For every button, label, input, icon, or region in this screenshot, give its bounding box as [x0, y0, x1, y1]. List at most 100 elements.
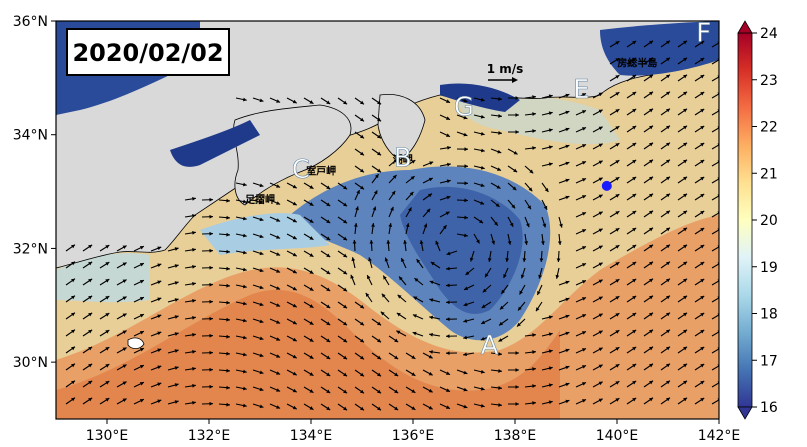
vector-head [343, 372, 348, 377]
vector-head [343, 304, 348, 309]
vector-head [683, 210, 688, 215]
vector-head [480, 131, 485, 136]
vector-shaft [711, 280, 719, 286]
vector-head [326, 202, 331, 206]
vector-head [343, 219, 348, 224]
vector-head [209, 384, 213, 389]
vector-head [309, 219, 314, 223]
colorbar-extend-bottom [737, 406, 753, 420]
date-title: 2020/02/02 [72, 39, 223, 67]
vector-head [373, 190, 378, 195]
vector-head [391, 190, 396, 195]
vector-head [700, 245, 705, 249]
vector-head [598, 177, 603, 182]
vector-head [446, 317, 450, 322]
vector-head [276, 371, 281, 375]
vector-head [276, 218, 281, 222]
vector-head [226, 249, 230, 254]
vector-head [309, 389, 314, 393]
vector-head [463, 319, 468, 323]
vector-head [174, 281, 179, 285]
vector-head [430, 261, 435, 266]
vector-head [532, 129, 536, 133]
vector-head [192, 298, 196, 303]
vector-shaft [711, 195, 719, 201]
vector-head [259, 268, 264, 273]
vector-head [464, 147, 468, 152]
vector-head [666, 295, 671, 300]
vector-head [649, 312, 654, 317]
vector-head [632, 176, 637, 181]
vector-head [522, 258, 527, 262]
vector-head [539, 258, 544, 262]
vector-head [360, 372, 365, 377]
vector-head [511, 204, 516, 209]
vector-head [615, 296, 620, 300]
vector-head [529, 169, 534, 174]
vector-head [326, 321, 331, 325]
vector-head [259, 404, 264, 409]
vector-head [326, 270, 331, 274]
vector-head [464, 164, 468, 169]
vector-head [71, 261, 76, 266]
vector-head [259, 285, 264, 290]
vector-head [393, 158, 398, 163]
vector-head [464, 181, 468, 186]
x-tick-label: 134°E [290, 428, 333, 444]
vector-head [242, 369, 247, 374]
vector-head [292, 218, 297, 223]
vector-head [343, 389, 348, 394]
vector-head [582, 365, 587, 369]
vector-head [498, 386, 502, 390]
vector-head [515, 385, 519, 389]
vector-head [463, 335, 468, 340]
vector-head [598, 313, 603, 318]
vector-head [122, 262, 127, 266]
vector-head [544, 187, 549, 192]
vector-head [276, 184, 281, 188]
vector-head [683, 363, 688, 368]
vector-head [513, 150, 518, 155]
vector-head [381, 293, 386, 298]
colorbar-body [737, 32, 753, 408]
vector-head [666, 210, 671, 215]
vector-shaft [711, 314, 719, 320]
vector-head [326, 355, 331, 359]
vector-head [498, 352, 502, 356]
vector-head [632, 295, 637, 300]
vector-shaft [711, 59, 719, 65]
vector-head [88, 244, 93, 249]
vector-head [411, 406, 416, 410]
vector-head [226, 334, 230, 339]
vector-head [632, 40, 637, 45]
vector-head [360, 338, 365, 343]
vector-head [481, 320, 486, 325]
vector-head [259, 98, 264, 103]
vector-head [497, 149, 502, 154]
vector-head [497, 167, 502, 171]
vector-head [446, 300, 450, 305]
vector-head [408, 207, 412, 212]
vector-head [343, 270, 348, 275]
vector-head [360, 321, 365, 326]
vector-head [548, 332, 553, 337]
vector-head [71, 244, 76, 249]
vector-head [276, 337, 281, 341]
vector-head [507, 240, 512, 245]
vector-head [343, 236, 348, 241]
vector-head [446, 405, 451, 409]
vector-head [532, 333, 536, 337]
vector-head [532, 367, 536, 371]
vector-head [122, 296, 127, 300]
vector-head [582, 127, 587, 131]
vector-head [666, 363, 671, 368]
vector-head [411, 389, 416, 393]
vector-head [463, 352, 467, 357]
vector-head [446, 334, 450, 339]
vector-head [292, 320, 297, 325]
vector-head [351, 257, 356, 262]
vector-head [649, 278, 654, 283]
vector-head [615, 211, 620, 215]
vector-head [598, 109, 603, 114]
vector-head [700, 75, 705, 79]
